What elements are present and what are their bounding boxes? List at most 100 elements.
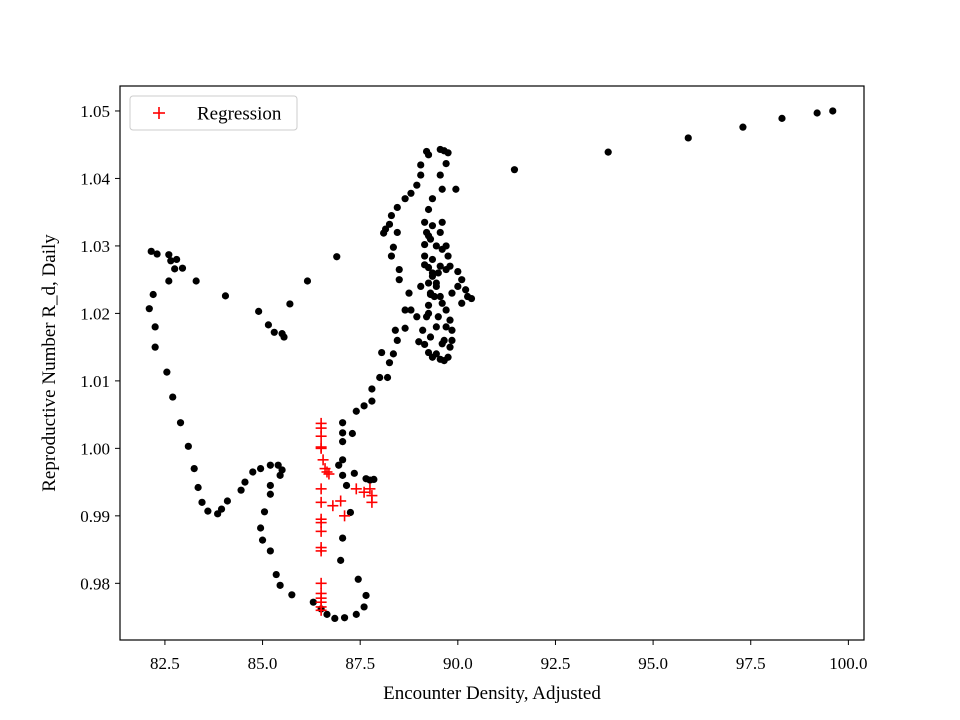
data-point — [194, 483, 202, 492]
data-point — [442, 306, 450, 314]
data-point — [444, 252, 452, 260]
data-point — [407, 189, 415, 197]
data-point — [147, 247, 155, 255]
data-point — [424, 309, 433, 318]
data-point — [446, 343, 454, 351]
data-point — [255, 307, 263, 315]
regression-point — [350, 483, 362, 495]
data-point — [422, 228, 431, 237]
data-point — [393, 203, 401, 212]
data-point — [260, 508, 269, 516]
regression-point — [315, 442, 327, 454]
data-point — [354, 575, 362, 583]
regression-point — [315, 545, 327, 557]
data-point — [417, 161, 425, 169]
data-point — [424, 205, 433, 214]
data-point — [276, 471, 284, 479]
data-point — [452, 185, 460, 193]
data-point — [241, 478, 249, 486]
data-point — [378, 348, 386, 357]
x-axis: 82.5 85.0 87.5 90.0 92.5 95.0 97.5 100.0 — [150, 640, 868, 673]
regression-point — [364, 483, 376, 495]
data-point — [362, 591, 370, 600]
regression-point — [323, 468, 335, 480]
x-tick-label: 85.0 — [248, 654, 278, 673]
data-point — [454, 282, 462, 291]
data-point — [350, 469, 358, 477]
data-point — [421, 261, 429, 269]
data-point — [370, 475, 378, 484]
legend-box — [129, 95, 298, 131]
regression-point — [315, 604, 327, 616]
data-point — [335, 461, 343, 469]
data-point — [173, 255, 181, 264]
data-point — [280, 333, 288, 341]
legend: Regression — [129, 95, 298, 131]
data-point — [303, 277, 312, 285]
regression-point — [358, 486, 370, 498]
data-point — [436, 171, 444, 179]
regression-point — [327, 500, 339, 512]
data-point — [401, 324, 409, 332]
data-point — [192, 277, 200, 285]
data-point — [395, 265, 403, 274]
data-point — [422, 147, 431, 156]
data-point — [391, 326, 399, 334]
data-point — [360, 603, 368, 611]
data-point — [421, 218, 429, 226]
data-point — [385, 359, 394, 367]
data-point — [405, 289, 413, 297]
data-point — [288, 591, 296, 599]
data-point — [448, 289, 456, 297]
data-point — [432, 282, 440, 291]
data-point — [360, 402, 368, 410]
data-point — [323, 610, 331, 618]
data-point — [249, 468, 257, 476]
data-point — [385, 220, 394, 228]
data-point — [165, 277, 173, 285]
data-point — [467, 294, 476, 303]
data-point — [342, 481, 351, 490]
data-point — [258, 536, 267, 544]
data-point — [426, 290, 435, 299]
data-point — [223, 497, 232, 505]
data-point — [346, 508, 355, 517]
data-point — [813, 109, 821, 117]
data-point — [270, 328, 278, 336]
data-point — [214, 510, 222, 518]
data-point — [436, 292, 444, 301]
data-point — [426, 235, 435, 243]
plot-area-frame — [119, 85, 865, 641]
data-point — [274, 461, 282, 469]
data-point — [276, 581, 284, 589]
data-point — [446, 316, 454, 324]
data-point — [167, 257, 175, 265]
data-point — [368, 397, 376, 405]
data-point — [829, 107, 837, 115]
regression-point — [366, 496, 378, 508]
regression-point — [317, 454, 329, 466]
data-point — [436, 228, 444, 237]
data-point — [739, 123, 747, 131]
legend-marker-plus — [153, 107, 165, 119]
y-tick-label: 1.03 — [80, 237, 110, 256]
data-point — [428, 255, 437, 264]
data-point — [421, 240, 429, 249]
data-point — [444, 149, 452, 157]
data-point — [407, 306, 415, 314]
data-point — [428, 269, 437, 277]
data-point — [256, 465, 265, 473]
data-point — [421, 340, 429, 349]
data-point — [393, 228, 401, 237]
data-point — [348, 429, 356, 438]
data-point — [413, 313, 421, 321]
data-point — [381, 225, 390, 233]
data-point — [266, 547, 274, 555]
data-point — [432, 323, 440, 331]
data-point — [266, 481, 274, 490]
data-point — [339, 419, 347, 427]
data-point — [389, 350, 397, 358]
data-point — [417, 171, 425, 179]
data-point — [434, 269, 442, 277]
